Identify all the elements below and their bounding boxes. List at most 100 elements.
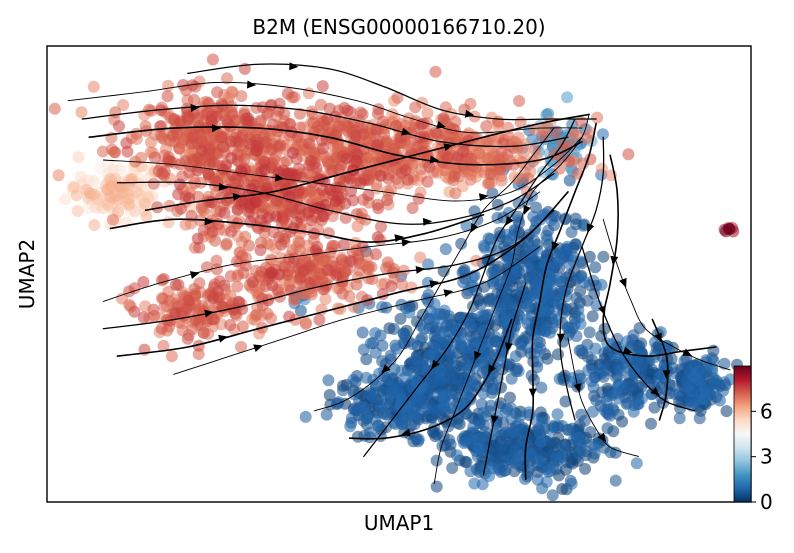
data-point: [304, 185, 317, 198]
data-point: [535, 435, 548, 448]
data-point: [220, 237, 233, 250]
data-point: [224, 135, 237, 148]
data-point: [522, 300, 535, 313]
data-point: [323, 389, 336, 401]
data-point: [202, 97, 215, 110]
data-point: [512, 214, 525, 227]
data-point: [361, 410, 374, 423]
data-point: [609, 474, 622, 487]
data-point: [208, 313, 221, 326]
data-point: [466, 335, 479, 348]
streamline-arrow: [505, 216, 514, 226]
data-point: [305, 154, 318, 167]
streamline-arrow: [429, 155, 440, 164]
data-point: [353, 264, 366, 277]
data-point: [636, 392, 648, 405]
streamline: [602, 218, 731, 371]
data-point: [273, 231, 286, 244]
data-point: [164, 155, 177, 168]
data-point: [165, 350, 178, 363]
data-point: [665, 352, 678, 365]
data-point: [231, 255, 243, 268]
data-point: [372, 202, 385, 215]
data-point: [387, 416, 400, 429]
data-point: [192, 190, 205, 203]
data-point: [364, 337, 377, 350]
chart-title: B2M (ENSG00000166710.20): [252, 15, 545, 39]
data-point: [413, 383, 425, 396]
streamline: [602, 154, 717, 357]
data-point: [448, 170, 461, 183]
data-point: [202, 167, 215, 180]
data-point: [590, 394, 603, 407]
data-point: [564, 139, 577, 152]
data-point: [494, 302, 507, 315]
data-point: [527, 123, 540, 136]
data-point: [477, 464, 490, 477]
data-point: [541, 352, 554, 365]
data-point: [302, 87, 315, 100]
data-point: [429, 126, 442, 139]
data-point: [581, 294, 594, 307]
data-point: [595, 278, 608, 291]
data-point: [598, 404, 611, 417]
data-point: [341, 104, 354, 117]
data-point: [477, 387, 490, 400]
data-point: [270, 210, 283, 223]
data-point: [546, 489, 559, 502]
data-point: [277, 121, 290, 134]
streamline-arrow: [528, 388, 537, 398]
data-point: [224, 270, 237, 283]
data-point: [156, 167, 169, 180]
data-point: [330, 181, 343, 194]
data-point: [215, 131, 228, 144]
data-point: [194, 303, 207, 316]
data-point: [483, 177, 495, 190]
data-point: [206, 53, 219, 66]
data-point: [360, 353, 373, 366]
data-point: [143, 103, 156, 116]
data-point: [83, 186, 96, 199]
data-point: [169, 307, 182, 320]
data-point: [292, 185, 305, 198]
data-point: [211, 86, 224, 99]
data-point: [409, 101, 422, 114]
data-point: [601, 422, 614, 435]
data-point: [237, 175, 250, 188]
data-point: [533, 455, 546, 467]
data-point: [154, 120, 167, 133]
data-point: [570, 128, 583, 141]
data-point: [59, 193, 72, 206]
data-point: [374, 169, 387, 182]
streamline: [81, 104, 569, 148]
data-point: [274, 139, 287, 152]
data-point: [239, 230, 252, 243]
data-point: [439, 243, 452, 256]
data-point: [575, 344, 588, 357]
data-point: [195, 144, 208, 157]
data-point: [244, 215, 257, 228]
data-point: [613, 378, 626, 391]
data-point: [370, 378, 382, 391]
data-point: [192, 348, 205, 360]
data-point: [225, 152, 238, 165]
data-point: [288, 293, 301, 306]
data-point: [188, 283, 201, 295]
data-point: [336, 287, 349, 300]
data-point: [148, 151, 161, 164]
data-point: [348, 388, 360, 401]
data-point: [196, 135, 209, 148]
data-point: [430, 454, 443, 467]
data-point: [521, 260, 534, 273]
data-point: [472, 442, 485, 455]
data-point: [474, 298, 487, 311]
data-point: [541, 233, 554, 246]
data-point: [138, 197, 151, 210]
data-point: [128, 305, 141, 318]
data-point: [421, 107, 434, 119]
data-point: [369, 327, 382, 340]
data-point: [698, 384, 711, 397]
data-point: [359, 213, 372, 226]
data-point: [319, 293, 332, 306]
data-point: [151, 201, 164, 214]
